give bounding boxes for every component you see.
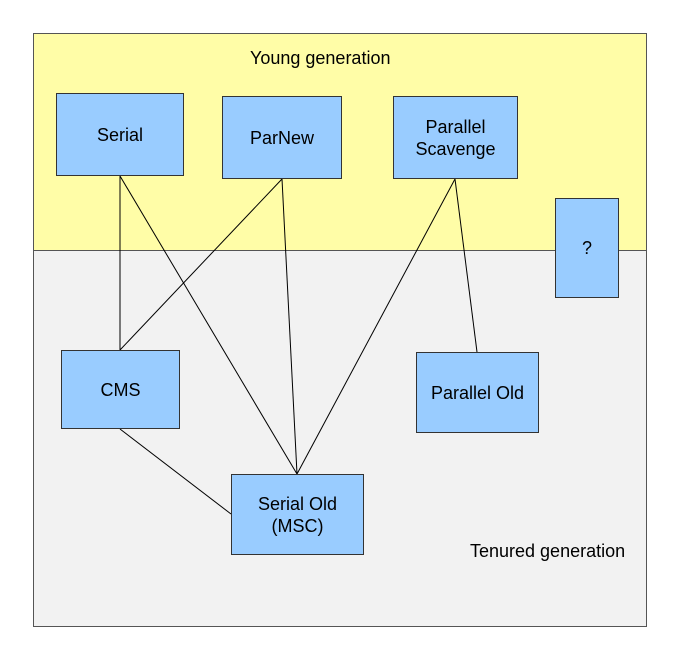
collector-cms[interactable]: CMS xyxy=(61,350,180,429)
connection-parallel-scavenge-to-serial-old xyxy=(296,178,456,475)
collector-unknown[interactable]: ? xyxy=(555,198,619,298)
connection-serial-to-serial-old xyxy=(119,175,298,475)
tenured-generation-title: Tenured generation xyxy=(470,541,626,561)
collector-parnew[interactable]: ParNew xyxy=(222,96,342,179)
young-generation-title: Young generation xyxy=(250,48,391,68)
collector-parallel-old[interactable]: Parallel Old xyxy=(416,352,539,433)
connection-cms-to-serial-old xyxy=(119,428,232,515)
collector-parallel-scavenge[interactable]: Parallel Scavenge xyxy=(393,96,518,179)
connection-parallel-scavenge-to-parallel-old xyxy=(454,178,478,353)
tenured-generation-region xyxy=(33,250,647,627)
collector-serial-old[interactable]: Serial Old (MSC) xyxy=(231,474,364,555)
connection-parnew-to-cms xyxy=(119,178,283,351)
collector-serial[interactable]: Serial xyxy=(56,93,184,176)
connection-parnew-to-serial-old xyxy=(281,178,298,475)
